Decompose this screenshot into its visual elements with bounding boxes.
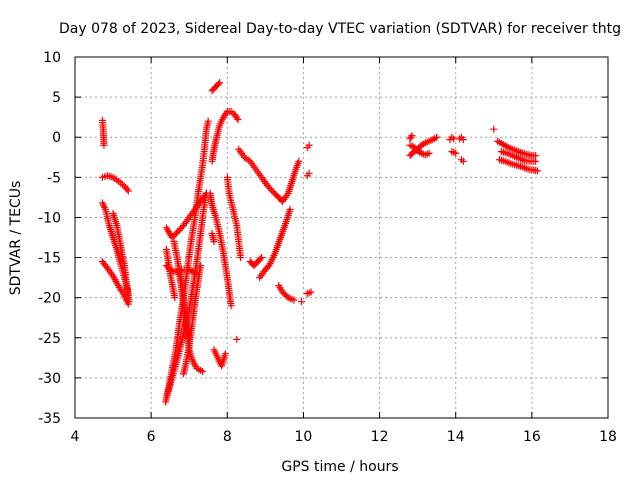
data-point (178, 223, 186, 231)
data-point (534, 167, 542, 175)
data-point (307, 288, 315, 296)
data-point (199, 367, 207, 375)
data-point (216, 79, 224, 87)
data-point (234, 116, 242, 124)
data-point (459, 136, 467, 144)
data-point (305, 169, 313, 177)
plot-frame (74, 56, 609, 419)
data-point (214, 80, 222, 88)
data-point (298, 298, 306, 306)
y-tick-label: -35 (38, 411, 61, 427)
data-point (171, 294, 179, 302)
y-tick-label: -30 (38, 371, 61, 387)
x-tick-label: 4 (71, 429, 80, 445)
x-tick-label: 6 (147, 429, 156, 445)
data-point (123, 185, 131, 193)
data-point (290, 296, 298, 304)
data-point (305, 141, 313, 149)
data-point (237, 254, 245, 262)
y-tick-label: -25 (38, 331, 61, 347)
data-point (490, 125, 498, 133)
y-tick-label: 10 (43, 50, 61, 66)
data-point (532, 157, 540, 165)
x-tick-label: 14 (447, 429, 465, 445)
data-point (425, 149, 433, 157)
y-tick-label: -15 (38, 251, 61, 267)
y-tick-label: -20 (38, 291, 61, 307)
y-tick-label: 0 (52, 130, 61, 146)
data-point (124, 300, 132, 308)
data-point (452, 149, 460, 157)
data-point (258, 254, 266, 262)
data-point (256, 255, 264, 263)
data-point (124, 187, 132, 195)
chart-title: Day 078 of 2023, Sidereal Day-to-day VTE… (59, 21, 621, 37)
data-points (98, 79, 542, 406)
data-point (233, 335, 241, 343)
y-axis-label: SDTVAR / TECUs (8, 181, 24, 296)
data-point (286, 205, 294, 213)
data-point (100, 141, 108, 149)
data-point (408, 132, 416, 140)
x-tick-label: 18 (599, 429, 617, 445)
data-point (295, 157, 303, 165)
axis-ticks: 4 6 8 10 12 14 16 18 -35 -30 -25 -20 -15 -10 -5 0 5 10 (38, 50, 617, 445)
y-tick-label: -10 (38, 210, 61, 226)
data-point (407, 133, 415, 141)
data-point (233, 114, 241, 122)
data-point (433, 133, 441, 141)
x-tick-label: 8 (223, 429, 232, 445)
data-point (227, 302, 235, 310)
data-point (102, 262, 110, 270)
x-tick-label: 16 (523, 429, 541, 445)
x-tick-label: 10 (295, 429, 313, 445)
data-point (459, 157, 467, 165)
x-tick-label: 12 (371, 429, 389, 445)
x-axis-label: GPS time / hours (281, 459, 398, 475)
data-point (180, 370, 188, 378)
y-tick-label: -5 (47, 170, 61, 186)
data-point (210, 238, 218, 246)
grid (75, 57, 608, 418)
y-tick-label: 5 (52, 90, 61, 106)
data-point (221, 350, 229, 358)
data-point (204, 117, 212, 125)
